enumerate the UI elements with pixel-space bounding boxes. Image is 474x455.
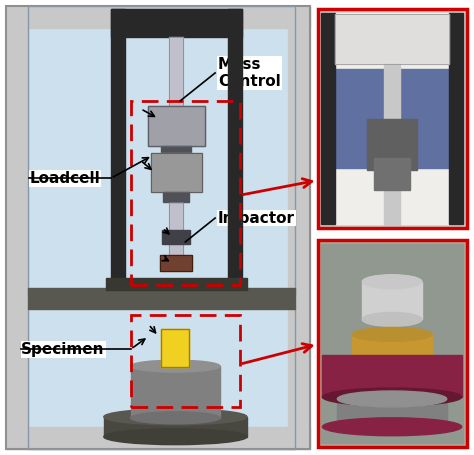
Ellipse shape bbox=[352, 328, 432, 341]
Bar bbox=[169, 37, 183, 106]
Bar bbox=[151, 153, 202, 192]
Bar bbox=[337, 399, 447, 424]
Bar bbox=[336, 13, 449, 224]
Bar bbox=[162, 146, 191, 153]
Ellipse shape bbox=[322, 388, 462, 406]
Ellipse shape bbox=[131, 360, 220, 372]
Bar bbox=[336, 14, 449, 64]
Bar bbox=[106, 278, 247, 290]
Bar bbox=[104, 417, 247, 437]
Bar bbox=[384, 64, 400, 228]
Ellipse shape bbox=[104, 409, 247, 425]
Bar bbox=[352, 334, 432, 384]
Bar bbox=[321, 13, 336, 224]
Bar bbox=[169, 202, 183, 263]
Bar bbox=[111, 10, 125, 294]
Bar bbox=[28, 6, 295, 294]
Bar bbox=[7, 6, 28, 449]
Bar bbox=[336, 14, 449, 64]
Bar bbox=[288, 6, 310, 449]
Bar bbox=[318, 240, 466, 447]
Bar bbox=[7, 427, 310, 449]
Text: Loadcell: Loadcell bbox=[29, 171, 100, 186]
Bar bbox=[28, 308, 295, 449]
Bar bbox=[322, 355, 462, 397]
Text: Impactor: Impactor bbox=[218, 211, 295, 226]
Ellipse shape bbox=[337, 391, 447, 407]
Bar bbox=[169, 37, 183, 106]
Text: Specimen: Specimen bbox=[21, 342, 105, 357]
Bar bbox=[151, 153, 202, 192]
Bar bbox=[318, 240, 466, 447]
Bar bbox=[147, 106, 205, 146]
Text: Mass
Control: Mass Control bbox=[218, 57, 281, 89]
Ellipse shape bbox=[104, 429, 247, 445]
Bar bbox=[7, 6, 310, 449]
Bar bbox=[147, 106, 205, 146]
Bar bbox=[28, 288, 295, 309]
Bar bbox=[367, 119, 417, 170]
Bar bbox=[336, 69, 449, 168]
Bar bbox=[111, 10, 242, 37]
Bar bbox=[161, 255, 192, 271]
Bar bbox=[131, 315, 240, 407]
Ellipse shape bbox=[362, 275, 422, 288]
Bar bbox=[164, 192, 189, 202]
Bar bbox=[161, 255, 192, 271]
Bar bbox=[362, 282, 422, 319]
Bar bbox=[449, 13, 463, 224]
Bar bbox=[7, 6, 310, 28]
Bar bbox=[28, 28, 288, 427]
Bar bbox=[162, 329, 189, 367]
Bar bbox=[162, 329, 189, 367]
Bar bbox=[28, 6, 295, 294]
Ellipse shape bbox=[322, 418, 462, 436]
Bar bbox=[131, 101, 240, 285]
Bar bbox=[318, 10, 466, 228]
Ellipse shape bbox=[362, 313, 422, 326]
Bar bbox=[131, 366, 220, 418]
Bar bbox=[169, 202, 183, 263]
Ellipse shape bbox=[352, 377, 432, 391]
Ellipse shape bbox=[131, 412, 220, 424]
Bar bbox=[28, 308, 295, 449]
Bar bbox=[374, 158, 410, 190]
Bar bbox=[228, 10, 242, 294]
Bar bbox=[163, 230, 190, 244]
Bar bbox=[321, 244, 463, 443]
Bar bbox=[318, 10, 466, 228]
